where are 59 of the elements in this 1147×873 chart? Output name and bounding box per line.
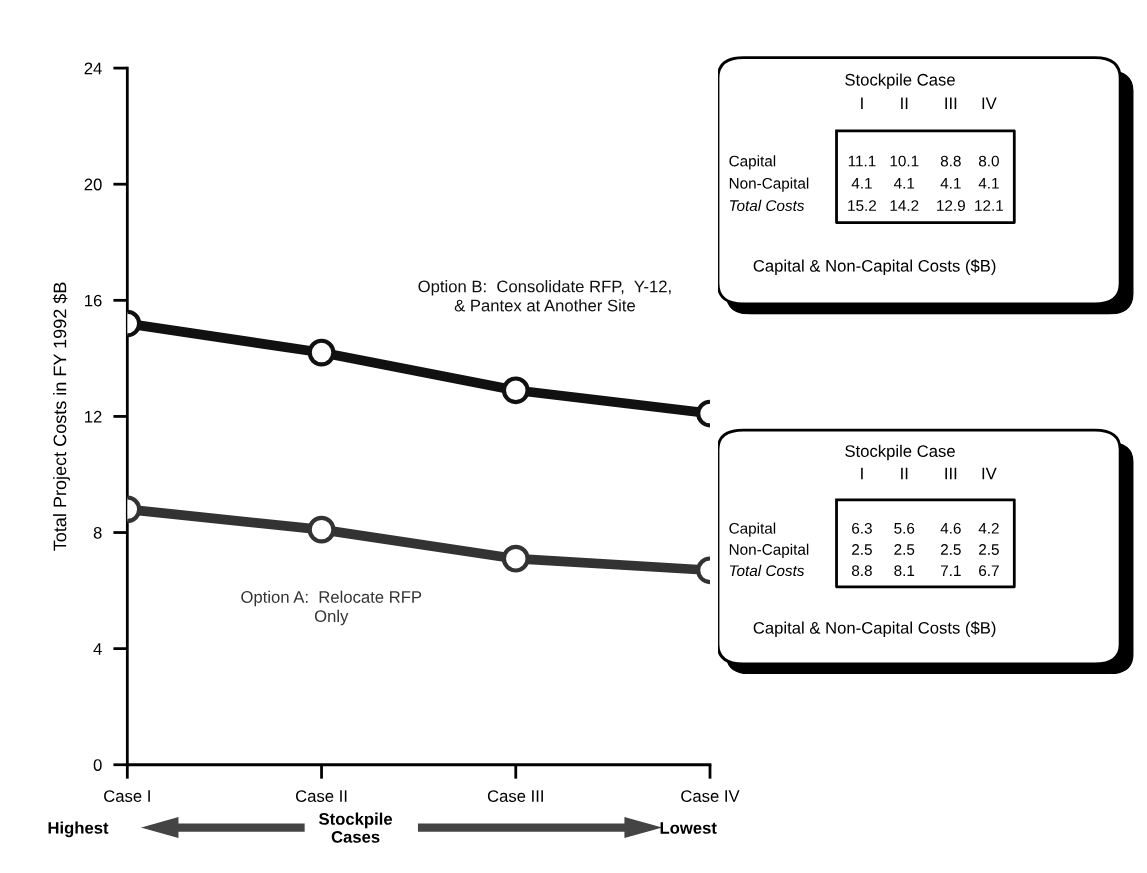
y-tick-label: 16 — [85, 294, 102, 307]
category-label: Non-Capital — [729, 543, 809, 558]
x-tick-label: Case I — [104, 790, 150, 802]
text: Option A: Relocate RFP Only — [241, 590, 422, 626]
text: 10.1 — [890, 155, 919, 167]
y-axis-title: Total Project Costs in FY 1992 $B — [52, 282, 70, 551]
category-label: IV — [982, 97, 997, 110]
y-tick-label: 8 — [93, 526, 102, 539]
x-tick-label: Case III — [487, 790, 543, 802]
text: 14.2 — [890, 200, 919, 211]
category-label: II — [901, 97, 908, 110]
text: Lowest — [660, 822, 717, 834]
text: 7.1 — [940, 565, 961, 576]
text: 6.3 — [852, 522, 872, 534]
x-tick-label: Case II — [295, 790, 347, 802]
y-tick-label: 12 — [85, 410, 102, 423]
category-label: Capital — [729, 522, 776, 537]
text: 4.1 — [851, 178, 872, 189]
text: Capital & Non-Capital Costs ($B) — [753, 259, 996, 276]
y-tick-label: 0 — [93, 759, 102, 771]
text: 8.0 — [978, 155, 999, 167]
text: 12.9 — [937, 200, 965, 211]
category-label: IV — [982, 467, 997, 480]
text: Capital & Non-Capital Costs ($B) — [753, 621, 996, 638]
text: 4.1 — [893, 178, 915, 189]
y-tick-label: 4 — [93, 643, 102, 655]
category-label: II — [901, 467, 908, 480]
category-label: Total Costs — [729, 564, 805, 577]
category-label: Non-Capital — [729, 177, 809, 192]
text: 8.8 — [940, 155, 961, 167]
text: 6.7 — [979, 565, 999, 577]
text: 11.1 — [848, 155, 876, 167]
text: 2.5 — [894, 544, 915, 555]
x-tick-label: Case IV — [681, 790, 740, 802]
text: 2.5 — [979, 544, 999, 555]
text: 4.1 — [978, 178, 999, 189]
text: 2.5 — [940, 544, 961, 555]
text: Stockpile Case — [845, 444, 955, 461]
category-label: Capital — [729, 155, 776, 170]
text: 12.1 — [975, 200, 1004, 211]
text: Option B: Consolidate RFP, Y-12, & Pantex at Another Site — [418, 280, 671, 312]
text: 8.1 — [894, 565, 915, 577]
text: Stockpile Cases — [319, 812, 393, 843]
text: 4.2 — [978, 522, 999, 534]
category-label: III — [945, 467, 957, 480]
text: 2.5 — [852, 544, 872, 555]
text: 15.2 — [848, 200, 877, 211]
y-tick-label: 20 — [84, 178, 102, 191]
text: Highest — [48, 821, 109, 838]
category-label: Total Costs — [729, 199, 805, 211]
category-label: III — [945, 97, 957, 110]
y-tick-label: 24 — [84, 62, 102, 75]
category-label: I — [861, 97, 863, 110]
text: Stockpile Case — [845, 73, 955, 89]
text: 4.6 — [940, 522, 961, 534]
text: 4.1 — [940, 178, 961, 189]
category-label: I — [861, 467, 863, 480]
text: 8.8 — [851, 565, 872, 577]
text: 5.6 — [894, 522, 915, 534]
